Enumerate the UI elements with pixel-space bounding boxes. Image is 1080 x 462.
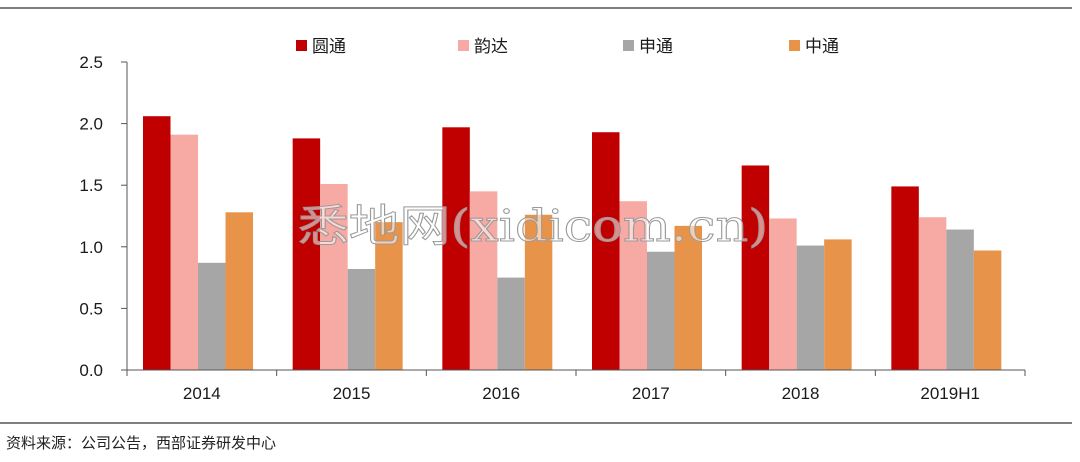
bar: [375, 222, 403, 370]
bar: [647, 251, 675, 370]
legend-label: 韵达: [474, 37, 508, 57]
x-tick-label: 2014: [183, 384, 221, 403]
bar: [469, 191, 498, 370]
legend: 圆通 韵达 申通 中通: [296, 37, 839, 57]
source-note: 资料来源：公司公告，西部证券研发中心: [6, 434, 277, 452]
x-axis: 2014 2015 2016 2017 2018 2019H1: [126, 369, 1026, 403]
bar: [741, 165, 770, 370]
bar: [946, 229, 974, 370]
y-tick-label: 0.5: [79, 299, 103, 318]
bar: [292, 138, 321, 370]
x-tick-label: 2018: [782, 384, 820, 403]
legend-swatch: [296, 40, 307, 51]
legend-swatch: [789, 40, 800, 51]
bars: [143, 116, 1002, 371]
y-tick-label: 2.0: [79, 115, 103, 134]
bar: [973, 250, 1002, 370]
bar: [592, 132, 620, 370]
x-tick-label: 2017: [632, 384, 670, 403]
bar: [769, 218, 797, 370]
legend-label: 申通: [639, 37, 673, 57]
legend-swatch: [623, 40, 634, 51]
x-tick-label: 2019H1: [920, 384, 980, 403]
bar: [442, 127, 470, 371]
legend-label: 中通: [805, 37, 839, 57]
x-tick-label: 2015: [333, 384, 371, 403]
bar: [497, 277, 525, 370]
y-tick-label: 2.5: [79, 53, 103, 72]
y-tick-label: 1.5: [79, 176, 103, 195]
x-tick-label: 2016: [482, 384, 520, 403]
bar: [170, 134, 198, 370]
bar: [918, 217, 947, 370]
watermark-text: 悉地网(xidicom.cn): [298, 201, 768, 252]
bar: [524, 214, 553, 370]
bar: [320, 183, 348, 370]
bar: [619, 201, 647, 370]
legend-swatch: [458, 40, 469, 51]
bar: [198, 262, 226, 370]
bar: [796, 245, 825, 370]
y-tick-label: 1.0: [79, 238, 103, 257]
bar: [824, 239, 852, 370]
bar: [674, 225, 702, 370]
y-tick-label: 0.0: [79, 361, 103, 380]
bar: [347, 268, 376, 370]
bar: [225, 212, 253, 370]
y-axis: 0.0 0.5 1.0 1.5 2.0 2.5: [79, 53, 128, 380]
bar: [891, 186, 919, 370]
legend-label: 圆通: [312, 37, 346, 57]
bar: [143, 116, 171, 370]
